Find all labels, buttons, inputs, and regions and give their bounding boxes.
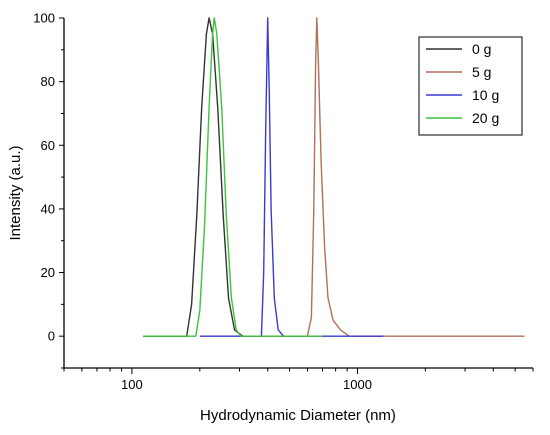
y-tick-label: 0 [48, 329, 55, 344]
legend: 0 g 5 g 10 g 20 g [418, 36, 523, 136]
x-tick-label: 1000 [343, 377, 372, 392]
legend-label-10g: 10 g [472, 87, 499, 103]
y-tick-label: 20 [41, 265, 55, 280]
legend-label-5g: 5 g [472, 64, 491, 80]
x-axis-title: Hydrodynamic Diameter (nm) [200, 407, 396, 424]
legend-label-20g: 20 g [472, 110, 499, 126]
y-tick-label: 100 [33, 11, 55, 26]
axis-ticks: 0 20 40 60 80 100 100 1000 [33, 11, 534, 392]
y-tick-label: 80 [41, 74, 55, 89]
y-tick-label: 40 [41, 201, 55, 216]
series-line-20g [143, 17, 323, 337]
legend-items: 0 g 5 g 10 g 20 g [426, 41, 499, 126]
series-line-10g [199, 17, 384, 337]
legend-box [418, 36, 523, 136]
series-line-0g [143, 17, 258, 337]
y-axis-title: Intensity (a.u.) [7, 145, 24, 240]
series-line-5g [242, 17, 525, 337]
series-group [143, 17, 525, 337]
y-tick-label: 60 [41, 138, 55, 153]
x-tick-label: 100 [121, 377, 143, 392]
plot-area [63, 18, 533, 369]
legend-label-0g: 0 g [472, 41, 491, 57]
